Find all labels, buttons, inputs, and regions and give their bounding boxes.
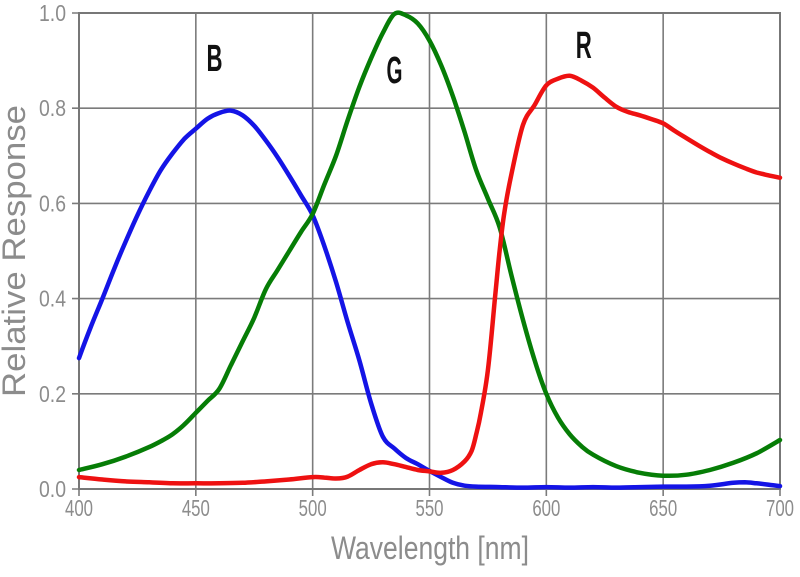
tick-label-layer: 400 450 500 550 600 650 700 0.0 0.2 0.4 0.6 0.8 1.0 xyxy=(39,0,794,521)
y-tick-label-0.8: 0.8 xyxy=(39,95,66,121)
annotation-layer: B GR xyxy=(207,25,592,92)
x-tick-label-500: 500 xyxy=(299,495,327,521)
x-tick-label-650: 650 xyxy=(649,495,677,521)
plot-border xyxy=(78,12,781,490)
x-tick-label-450: 450 xyxy=(182,495,210,521)
series-curve-R xyxy=(76,73,783,486)
x-tick-label-700: 700 xyxy=(766,495,794,521)
x-tick-label-550: 550 xyxy=(416,495,444,521)
y-tick-label-1.0: 1.0 xyxy=(39,0,66,26)
x-axis-title: Wavelength [nm] xyxy=(331,530,529,566)
series-curve-B xyxy=(76,108,783,490)
curve-label-R: R xyxy=(576,25,592,67)
x-tick-label-400: 400 xyxy=(65,495,93,521)
y-axis-title: Relative Response xyxy=(0,105,32,397)
y-tick-label-0.0: 0.0 xyxy=(39,476,66,502)
curve-label-B: B xyxy=(207,38,223,80)
y-tick-label-0.2: 0.2 xyxy=(39,381,66,407)
y-tick-label-0.4: 0.4 xyxy=(39,286,66,312)
x-tick-label-600: 600 xyxy=(532,495,560,521)
curve-label-G: G xyxy=(386,50,402,92)
grid-layer xyxy=(72,12,781,496)
series-layer xyxy=(76,10,783,490)
series-curve-G xyxy=(76,10,783,479)
y-tick-label-0.6: 0.6 xyxy=(39,190,66,216)
